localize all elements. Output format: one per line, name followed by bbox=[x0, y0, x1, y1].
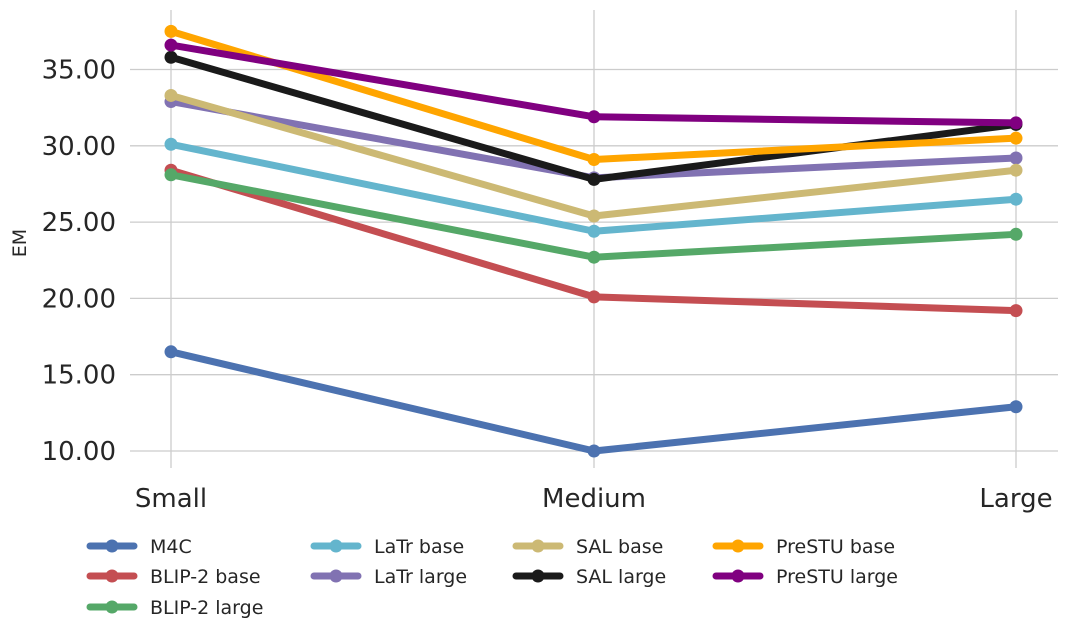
legend-marker bbox=[329, 569, 343, 583]
data-point bbox=[587, 209, 601, 223]
data-point bbox=[1009, 304, 1023, 318]
y-tick-label: 15.00 bbox=[42, 361, 116, 391]
y-axis-label: EM bbox=[9, 229, 31, 257]
data-point bbox=[587, 224, 601, 238]
data-point bbox=[164, 137, 178, 151]
data-point bbox=[164, 24, 178, 38]
y-axis-ticks: 10.00 15.00 20.00 25.00 30.00 35.00 bbox=[42, 56, 116, 468]
x-tick-label: Medium bbox=[542, 484, 646, 514]
x-tick-label: Large bbox=[979, 484, 1052, 514]
data-point bbox=[164, 50, 178, 64]
legend-item: M4C bbox=[86, 536, 192, 558]
y-tick-label: 25.00 bbox=[42, 208, 116, 238]
data-point bbox=[164, 345, 178, 359]
series-prestu-base bbox=[164, 24, 1023, 167]
legend-item: LaTr base bbox=[310, 536, 464, 558]
legend-label: PreSTU large bbox=[776, 566, 898, 588]
data-point bbox=[1009, 192, 1023, 206]
data-point bbox=[587, 290, 601, 304]
legend-marker bbox=[731, 539, 745, 553]
legend-marker bbox=[105, 600, 119, 614]
series-sal-base bbox=[164, 88, 1023, 223]
y-tick-label: 35.00 bbox=[42, 56, 116, 86]
y-tick-label: 10.00 bbox=[42, 437, 116, 467]
series-m4c bbox=[164, 345, 1023, 458]
series-latr-base bbox=[164, 137, 1023, 238]
data-point bbox=[587, 153, 601, 167]
series-lines bbox=[164, 24, 1023, 458]
y-tick-label: 20.00 bbox=[42, 284, 116, 314]
data-point bbox=[1009, 151, 1023, 165]
legend-item: PreSTU large bbox=[712, 566, 898, 588]
series-prestu-large bbox=[164, 38, 1023, 130]
legend-item: SAL base bbox=[512, 536, 663, 558]
series-blip-2-large bbox=[164, 168, 1023, 264]
legend-label: M4C bbox=[150, 536, 192, 558]
legend-item: BLIP-2 base bbox=[86, 566, 261, 588]
data-point bbox=[1009, 131, 1023, 145]
legend-item: SAL large bbox=[512, 566, 666, 588]
legend-marker bbox=[329, 539, 343, 553]
data-point bbox=[587, 172, 601, 186]
legend-label: SAL base bbox=[576, 536, 663, 558]
data-point bbox=[587, 110, 601, 124]
legend-marker bbox=[731, 569, 745, 583]
data-point bbox=[1009, 116, 1023, 130]
data-point bbox=[1009, 163, 1023, 177]
data-point bbox=[587, 444, 601, 458]
legend-label: SAL large bbox=[576, 566, 666, 588]
data-point bbox=[1009, 400, 1023, 414]
legend-label: LaTr base bbox=[374, 536, 464, 558]
data-point bbox=[164, 38, 178, 52]
data-point bbox=[164, 168, 178, 182]
legend-label: BLIP-2 large bbox=[150, 597, 263, 619]
x-tick-label: Small bbox=[135, 484, 207, 514]
data-point bbox=[587, 250, 601, 264]
y-tick-label: 30.00 bbox=[42, 132, 116, 162]
legend-item: BLIP-2 large bbox=[86, 597, 263, 619]
data-point bbox=[1009, 227, 1023, 241]
legend-marker bbox=[531, 539, 545, 553]
legend-label: BLIP-2 base bbox=[150, 566, 261, 588]
legend-item: LaTr large bbox=[310, 566, 467, 588]
legend-marker bbox=[531, 569, 545, 583]
legend-marker bbox=[105, 569, 119, 583]
legend-item: PreSTU base bbox=[712, 536, 895, 558]
data-point bbox=[164, 88, 178, 102]
legend: M4C BLIP-2 base BLIP-2 large LaTr base LaTr … bbox=[86, 536, 898, 619]
legend-label: LaTr large bbox=[374, 566, 467, 588]
x-axis-ticks: Small Medium Large bbox=[135, 484, 1053, 514]
legend-marker bbox=[105, 539, 119, 553]
legend-label: PreSTU base bbox=[776, 536, 895, 558]
